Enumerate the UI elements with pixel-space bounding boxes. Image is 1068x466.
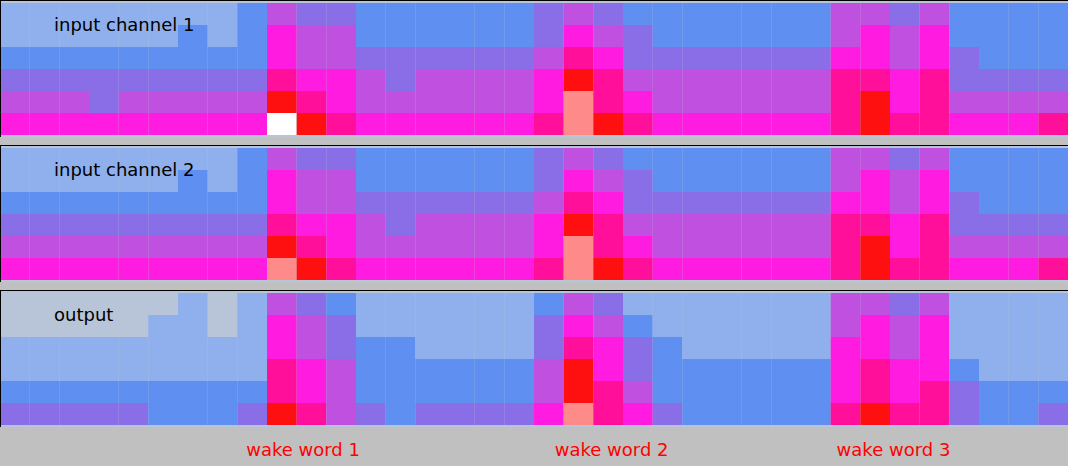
html-text:output: output [54,304,114,325]
svg-text:wake word 2: wake word 2 [555,439,669,460]
svg-text:wake word 3: wake word 3 [837,439,951,460]
html-text:input channel 1: input channel 1 [54,14,195,35]
html-text:input channel 2: input channel 2 [54,159,195,180]
svg-text:wake word 1: wake word 1 [246,439,360,460]
